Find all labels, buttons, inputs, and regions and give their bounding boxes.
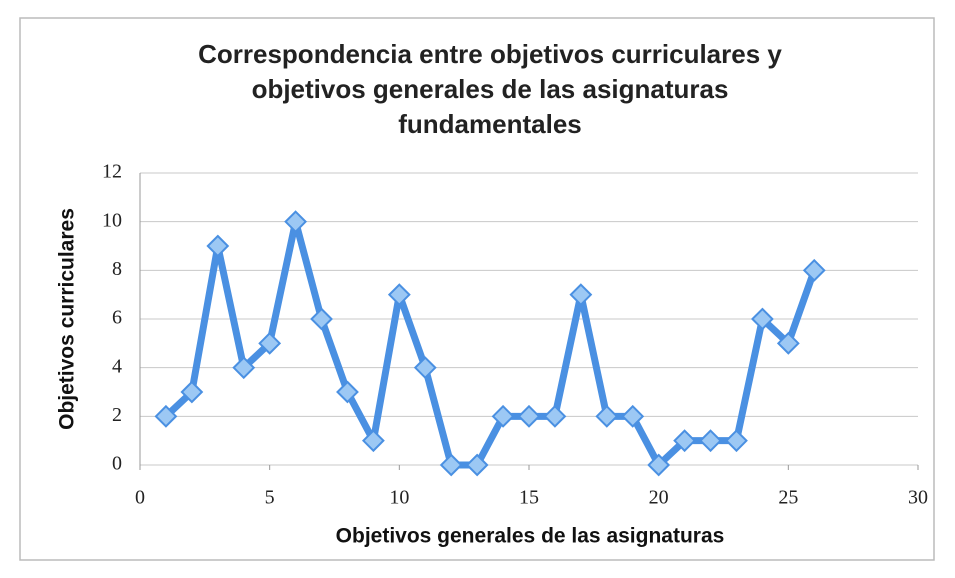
x-tick-label: 15 <box>519 487 539 509</box>
y-tick-label: 6 <box>112 307 122 329</box>
y-tick-label: 12 <box>102 161 122 183</box>
marker <box>258 331 282 355</box>
marker <box>543 404 567 428</box>
marker <box>569 283 593 307</box>
marker <box>206 234 230 258</box>
marker <box>491 404 515 428</box>
marker <box>439 453 463 477</box>
y-tick-label: 4 <box>112 355 122 377</box>
y-tick-label: 10 <box>102 209 122 231</box>
y-tick-label: 8 <box>112 258 122 280</box>
chart-title: fundamentales <box>398 109 582 139</box>
x-tick-label: 30 <box>908 487 928 509</box>
y-tick-label: 2 <box>112 404 122 426</box>
x-tick-label: 20 <box>649 487 669 509</box>
marker <box>284 210 308 234</box>
marker <box>180 380 204 404</box>
marker <box>387 283 411 307</box>
marker <box>413 356 437 380</box>
y-axis-label: Objetivos curriculares <box>56 208 79 430</box>
x-tick-label: 25 <box>778 487 798 509</box>
x-tick-label: 5 <box>265 487 275 509</box>
marker <box>232 356 256 380</box>
marker <box>725 429 748 453</box>
x-tick-label: 0 <box>135 487 145 509</box>
marker <box>776 331 800 355</box>
x-axis-label: Objetivos generales de las asignaturas <box>336 525 725 548</box>
marker <box>750 307 774 331</box>
marker <box>517 404 541 428</box>
y-tick-label: 0 <box>112 453 122 475</box>
marker <box>361 429 385 453</box>
x-tick-label: 10 <box>389 487 409 509</box>
marker <box>336 380 359 404</box>
marker <box>595 404 619 428</box>
marker <box>647 453 671 477</box>
marker <box>310 307 333 331</box>
marker <box>699 429 722 453</box>
marker <box>465 453 489 477</box>
chart-title: objetivos generales de las asignaturas <box>252 74 729 104</box>
chart-title: Correspondencia entre objetivos curricul… <box>198 39 782 69</box>
marker <box>621 404 645 428</box>
marker <box>802 258 826 282</box>
marker <box>154 404 178 428</box>
marker <box>673 429 697 453</box>
